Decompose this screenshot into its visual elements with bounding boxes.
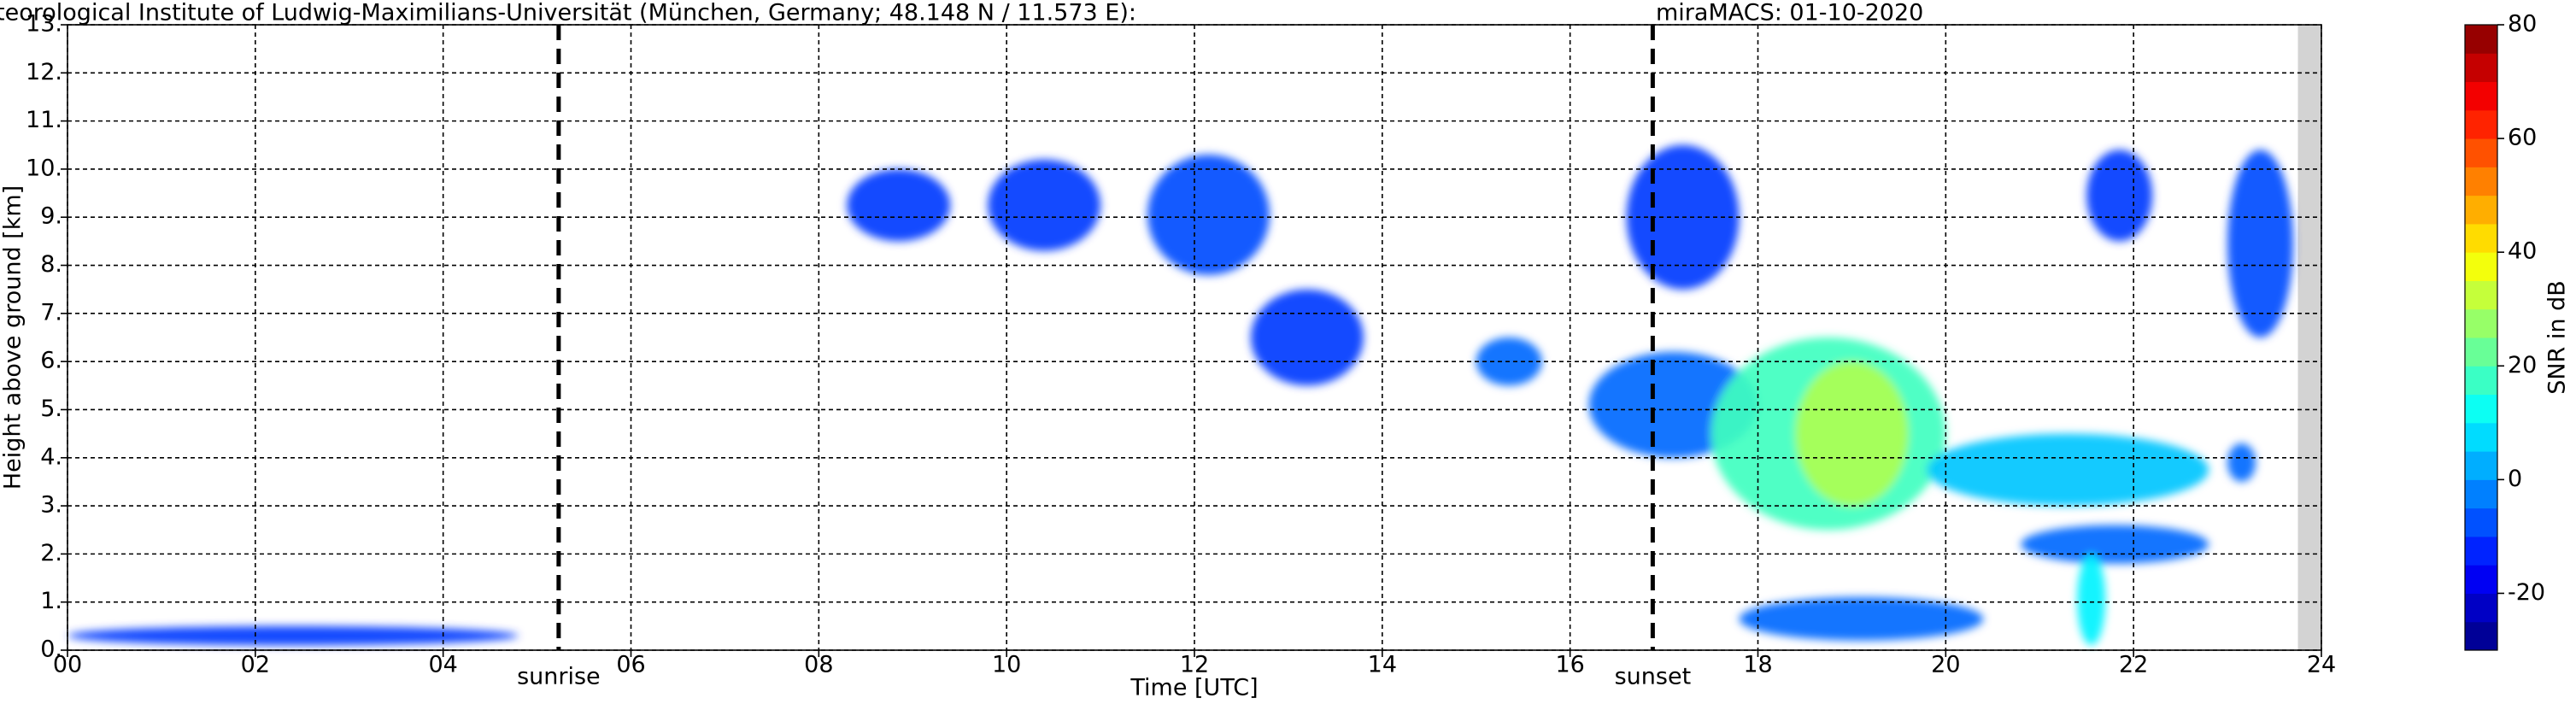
y-tick-label: 5. xyxy=(40,396,62,422)
y-tick-label: 1. xyxy=(40,588,62,614)
echo xyxy=(1250,289,1364,386)
x-tick-label: 06 xyxy=(616,652,645,678)
echo xyxy=(1147,155,1270,275)
colorbar-band xyxy=(2465,223,2497,253)
echo xyxy=(2227,443,2256,482)
colorbar-band xyxy=(2465,565,2497,594)
y-tick-label: 9. xyxy=(40,203,62,230)
event-label: sunrise xyxy=(517,664,601,690)
colorbar-band xyxy=(2465,394,2497,424)
colorbar-band xyxy=(2465,167,2497,197)
echo xyxy=(2086,150,2153,242)
colorbar-tick-label: -20 xyxy=(2508,579,2545,606)
echo xyxy=(1927,433,2209,507)
colorbar-band xyxy=(2465,621,2497,651)
colorbar-band xyxy=(2465,507,2497,537)
colorbar-band xyxy=(2465,308,2497,338)
colorbar-tick-label: 0 xyxy=(2508,466,2522,492)
echo xyxy=(2021,525,2209,564)
y-tick-label: 8. xyxy=(40,251,62,278)
colorbar-label: SNR in dB xyxy=(2544,280,2571,395)
colorbar-band xyxy=(2465,53,2497,83)
colorbar-band xyxy=(2465,536,2497,566)
colorbar-band xyxy=(2465,451,2497,480)
x-tick-label: 16 xyxy=(1555,652,1584,678)
colorbar-band xyxy=(2465,366,2497,396)
y-tick-label: 3. xyxy=(40,492,62,519)
x-tick-label: 00 xyxy=(53,652,82,678)
y-tick-label: 2. xyxy=(40,540,62,566)
echo xyxy=(847,168,951,242)
colorbar-band xyxy=(2465,195,2497,225)
x-tick-label: 20 xyxy=(1931,652,1960,678)
x-tick-label: 14 xyxy=(1368,652,1397,678)
colorbar-tick-label: 40 xyxy=(2508,238,2537,265)
y-tick-label: 0. xyxy=(40,637,62,663)
x-axis-label: Time [UTC] xyxy=(1130,675,1258,701)
colorbar-tick-label: 60 xyxy=(2508,125,2537,151)
colorbar-band xyxy=(2465,81,2497,111)
colorbar-band xyxy=(2465,479,2497,509)
echo xyxy=(67,625,519,646)
y-tick-label: 11. xyxy=(26,107,62,133)
colorbar-band xyxy=(2465,252,2497,281)
colorbar-band xyxy=(2465,25,2497,54)
colorbar-band xyxy=(2465,138,2497,167)
plot-frame xyxy=(67,24,2322,651)
y-axis-label: Height above ground [km] xyxy=(0,185,26,490)
y-tick-label: 13. xyxy=(26,11,62,38)
echo xyxy=(2077,554,2106,646)
colorbar-band xyxy=(2465,280,2497,310)
colorbar-tick-label: 80 xyxy=(2508,11,2537,38)
colorbar-band xyxy=(2465,337,2497,367)
colorbar-tick-label: 20 xyxy=(2508,352,2537,378)
x-tick-label: 02 xyxy=(241,652,270,678)
event-label: sunset xyxy=(1615,664,1692,690)
chart-title: Meteorological Institute of Ludwig-Maxim… xyxy=(0,0,1136,26)
y-tick-label: 12. xyxy=(26,59,62,85)
echo xyxy=(988,159,1101,251)
x-tick-label: 04 xyxy=(428,652,457,678)
x-tick-label: 10 xyxy=(992,652,1021,678)
echo xyxy=(1795,361,1909,507)
colorbar-band xyxy=(2465,593,2497,623)
chart-subtitle: miraMACS: 01-10-2020 xyxy=(1656,0,1923,26)
x-tick-label: 12 xyxy=(1180,652,1209,678)
y-tick-label: 7. xyxy=(40,299,62,326)
x-tick-label: 24 xyxy=(2307,652,2336,678)
y-tick-label: 4. xyxy=(40,443,62,470)
missing-data xyxy=(2297,25,2321,650)
x-tick-label: 22 xyxy=(2119,652,2148,678)
x-tick-label: 08 xyxy=(804,652,833,678)
echo xyxy=(1739,597,1984,641)
y-tick-label: 6. xyxy=(40,348,62,374)
colorbar-band xyxy=(2465,109,2497,139)
colorbar-frame xyxy=(2464,24,2498,651)
y-tick-label: 10. xyxy=(26,155,62,181)
colorbar-band xyxy=(2465,422,2497,452)
x-tick-label: 18 xyxy=(1743,652,1772,678)
echo xyxy=(2227,150,2294,337)
